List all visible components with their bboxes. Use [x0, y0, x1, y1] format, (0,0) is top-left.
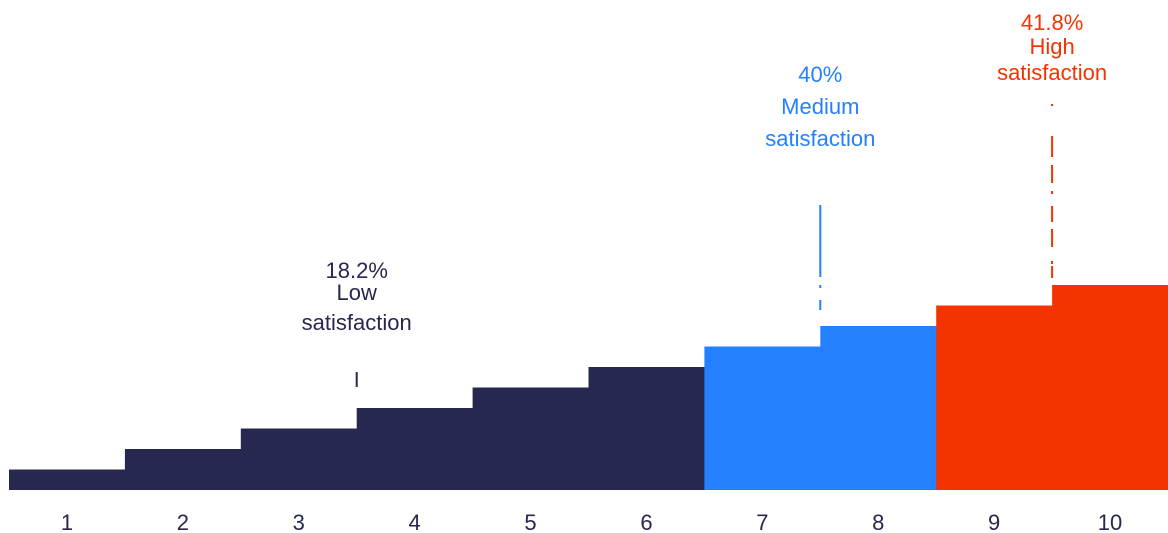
bar-4: [356, 408, 474, 490]
group-label-high-line-1: High: [1029, 34, 1074, 59]
x-tick-label-8: 8: [872, 510, 884, 533]
bar-8: [820, 326, 937, 490]
x-axis-tick-labels: 1 2 3 4 5 6 7 8 9 10: [61, 510, 1122, 533]
x-tick-label-9: 9: [988, 510, 1000, 533]
bar-10: [1052, 285, 1168, 490]
x-tick-label-5: 5: [524, 510, 536, 533]
group-label-high-line-2: satisfaction: [997, 60, 1107, 85]
group-percent-low: 18.2%: [326, 258, 388, 283]
group-label-medium-line-2: satisfaction: [765, 126, 875, 151]
group-percent-high: 41.8%: [1021, 10, 1083, 35]
x-tick-label-1: 1: [61, 510, 73, 533]
x-tick-label-10: 10: [1098, 510, 1122, 533]
bar-7: [704, 346, 821, 490]
x-tick-label-4: 4: [409, 510, 421, 533]
x-tick-label-6: 6: [640, 510, 652, 533]
bar-5: [472, 387, 590, 490]
bar-9: [936, 305, 1053, 490]
x-tick-label-2: 2: [177, 510, 189, 533]
group-markers: [355, 104, 1054, 387]
group-label-low-line-1: Low: [337, 280, 377, 305]
bars-group: [9, 285, 1168, 490]
bar-1: [9, 469, 126, 490]
group-label-low-line-2: satisfaction: [302, 310, 412, 335]
group-percent-medium: 40%: [798, 62, 842, 87]
bar-3: [240, 428, 358, 490]
x-tick-label-7: 7: [756, 510, 768, 533]
bar-2: [124, 449, 242, 490]
bar-6: [588, 367, 705, 490]
x-tick-label-3: 3: [293, 510, 305, 533]
group-label-medium-line-1: Medium: [781, 94, 859, 119]
group-labels: 18.2%Low satisfaction 40% Medium satisfactio…: [302, 10, 1107, 335]
